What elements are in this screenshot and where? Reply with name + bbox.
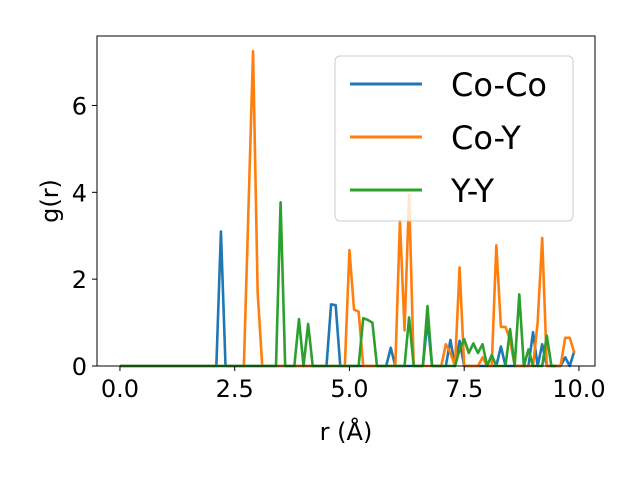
plot-frame (96, 35, 596, 367)
legend-label: Co-Co (451, 66, 547, 104)
y-tick-label: 6 (72, 92, 87, 120)
x-tick-label: 0.0 (101, 375, 139, 403)
x-axis-label: r (Å) (320, 417, 373, 446)
y-tick-label: 2 (72, 266, 87, 294)
y-axis-label: g(r) (36, 179, 64, 223)
x-tick-label: 10.0 (552, 375, 605, 403)
legend-box (334, 55, 574, 222)
legend: Co-Co Co-Y Y-Y (334, 55, 574, 222)
x-tick-label: 2.5 (216, 375, 254, 403)
series-line-Co-Co (119, 230, 576, 368)
legend-label: Y-Y (450, 172, 495, 210)
legend-label: Co-Y (451, 119, 521, 157)
x-tick-label: 5.0 (330, 375, 368, 403)
series-line-Co-Y (119, 49, 576, 368)
x-axis-ticks: 0.0 2.5 5.0 7.5 10.0 (101, 366, 606, 403)
y-tick-label: 4 (72, 179, 87, 207)
y-tick-label: 0 (72, 353, 87, 381)
x-tick-label: 7.5 (445, 375, 483, 403)
y-axis-ticks: 0 2 4 6 (72, 92, 97, 381)
